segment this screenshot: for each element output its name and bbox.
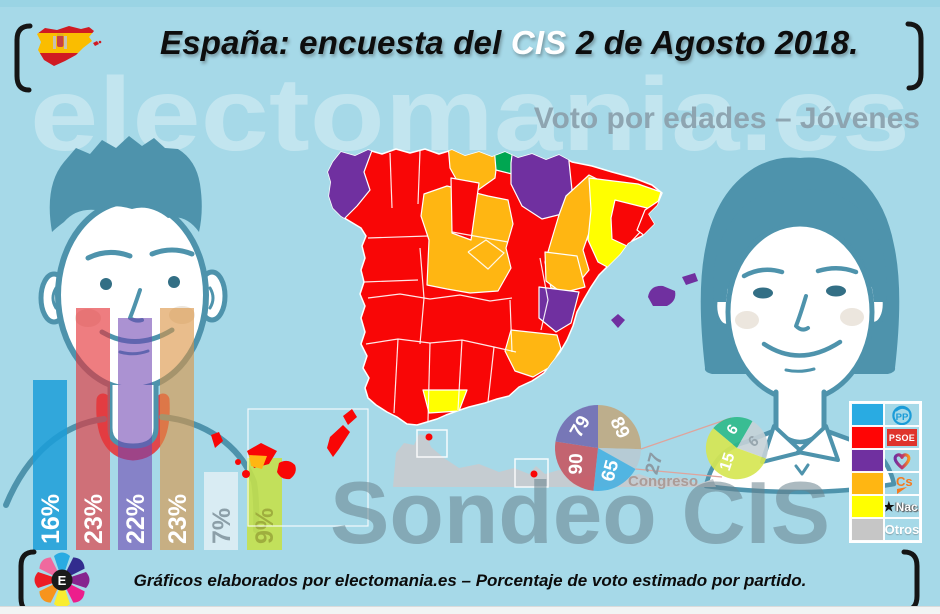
region-alicante-murcia — [504, 329, 562, 378]
spain-flag-map-icon — [37, 26, 102, 66]
bracket-top-right — [905, 21, 924, 91]
psoe-logo-icon: PSOE — [884, 426, 920, 449]
lanzarote — [343, 409, 357, 425]
congreso-pie-chart: 89 27 65 90 79 Congreso — [554, 405, 732, 492]
el-hierro — [235, 459, 241, 465]
pie-slice-27 — [598, 448, 641, 469]
bar-label: 7% — [208, 508, 236, 544]
otros-label: Otros — [884, 518, 920, 541]
pie-slice-65 — [593, 448, 636, 492]
la-gomera — [242, 470, 250, 478]
legend-swatch-cs — [851, 472, 884, 495]
balearic-islands — [611, 273, 698, 328]
region-valencia — [538, 286, 580, 333]
region-burgos — [450, 177, 480, 241]
detail-slice-6-green — [713, 417, 753, 448]
bar-otros — [204, 472, 238, 550]
electomania-logo: E — [34, 552, 90, 608]
region-galicia — [328, 149, 375, 221]
tenerife-south — [249, 455, 267, 469]
ceuta-box — [416, 429, 448, 458]
top-edge-strip — [0, 0, 940, 7]
vote-bar-chart: 16% 23% 22% 23% 7% 9% — [33, 308, 282, 550]
nac-label: ★ Nac. — [884, 495, 920, 518]
spain-province-map — [211, 148, 716, 527]
province-borders — [363, 150, 549, 422]
girl-collar-right — [796, 424, 840, 462]
melilla-box — [514, 458, 549, 488]
melilla-dot — [530, 470, 538, 478]
africa-coast — [393, 434, 716, 487]
title-country: España — [160, 24, 279, 61]
black-star-icon: ★ — [884, 498, 895, 514]
canary-box — [247, 408, 369, 527]
pie-slice-90 — [554, 441, 598, 491]
canary-islands — [211, 408, 369, 527]
congreso-label: Congreso — [628, 473, 698, 490]
pie-slice-89 — [598, 405, 642, 450]
podemos-heart-icon — [884, 449, 920, 472]
subtitle-voto-por-edades: Voto por edades – Jóvenes — [533, 102, 920, 135]
detail-slice-6-gray — [737, 421, 768, 459]
la-palma — [211, 432, 223, 448]
legend-swatch-otros — [851, 518, 884, 541]
ibiza — [611, 314, 625, 328]
fuerteventura — [327, 425, 350, 457]
legend-swatch-podemos — [851, 449, 884, 472]
pie-slice-79 — [555, 405, 598, 448]
girl-collar-left — [760, 424, 804, 464]
young-woman-illustration — [700, 157, 900, 495]
menorca — [682, 273, 698, 285]
logo-letter: E — [58, 573, 67, 588]
footer-caption: Gráficos elaborados por electomania.es –… — [133, 571, 807, 590]
legend-swatch-pp — [851, 403, 884, 426]
bar-nac — [247, 458, 282, 550]
pie-value: 90 — [566, 453, 588, 475]
pp-logo-icon: PP — [884, 403, 920, 426]
ceuta-dot — [425, 433, 433, 441]
legend-swatch-nac — [851, 495, 884, 518]
svg-text:PP: PP — [896, 412, 909, 423]
bracket-top-left — [14, 23, 33, 93]
cs-logo-icon: Cs — [884, 472, 920, 495]
bar-pp — [33, 380, 67, 550]
bar-label: 22% — [122, 494, 150, 544]
pie-value: 15 — [717, 451, 739, 473]
svg-text:Cs: Cs — [896, 474, 913, 489]
party-legend: PP PSOE Cs ★ Nac. — [849, 401, 922, 543]
bar-podemos — [118, 318, 152, 550]
detail-slice-15 — [705, 428, 767, 480]
boy-hair — [49, 136, 202, 232]
bar-label: 16% — [37, 494, 65, 544]
bar-psoe — [76, 308, 110, 550]
region-navarra-euskadi — [510, 149, 573, 220]
detail-pie-chart: 6 6 15 — [705, 417, 768, 480]
girl-hair-fringe — [713, 189, 887, 302]
gran-canaria — [277, 460, 296, 480]
title-cis-highlight: CIS — [510, 24, 567, 61]
bar-label: 23% — [164, 494, 192, 544]
page-title: España: encuesta del CIS 2 de Agosto 201… — [160, 24, 859, 61]
mallorca — [648, 285, 676, 306]
bar-label: 23% — [80, 494, 108, 544]
legend-swatch-psoe — [851, 426, 884, 449]
region-castellon — [544, 251, 586, 294]
bottom-edge-strip — [0, 606, 940, 614]
bar-cs — [160, 308, 194, 550]
